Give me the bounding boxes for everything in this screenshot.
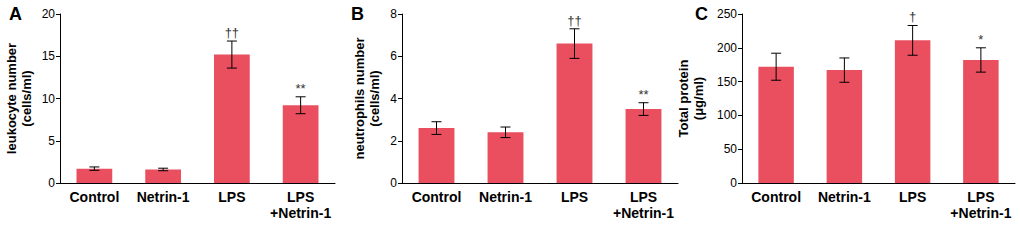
svg-text:**: ** (296, 81, 306, 96)
svg-text:††: †† (225, 25, 239, 40)
svg-text:C: C (695, 4, 708, 24)
svg-text:LPS: LPS (218, 189, 245, 205)
svg-text:50: 50 (724, 142, 738, 156)
svg-text:††: †† (567, 13, 581, 28)
svg-text:*: * (978, 32, 983, 47)
svg-text:(cells/ml): (cells/ml) (367, 70, 382, 126)
svg-text:Control: Control (69, 189, 119, 205)
svg-text:15: 15 (42, 49, 56, 63)
svg-text:Netrin-1: Netrin-1 (818, 189, 871, 205)
svg-text:+Netrin-1: +Netrin-1 (950, 205, 1011, 221)
svg-text:LPS: LPS (630, 189, 657, 205)
svg-text:200: 200 (717, 41, 737, 55)
svg-text:Control: Control (412, 189, 462, 205)
svg-text:Netrin-1: Netrin-1 (479, 189, 532, 205)
svg-text:neutrophils number: neutrophils number (352, 37, 367, 159)
svg-text:2: 2 (390, 134, 397, 148)
svg-text:B: B (351, 4, 364, 24)
svg-text:6: 6 (390, 49, 397, 63)
svg-text:(μg/ml): (μg/ml) (691, 77, 706, 120)
svg-text:LPS: LPS (899, 189, 926, 205)
svg-text:0: 0 (390, 176, 397, 190)
svg-text:250: 250 (717, 7, 737, 21)
svg-text:†: † (909, 9, 916, 24)
svg-text:LPS: LPS (287, 189, 314, 205)
svg-text:0: 0 (48, 176, 55, 190)
svg-text:+Netrin-1: +Netrin-1 (613, 205, 674, 221)
svg-text:0: 0 (730, 176, 737, 190)
svg-text:LPS: LPS (967, 189, 994, 205)
svg-text:A: A (9, 4, 22, 24)
svg-text:+Netrin-1: +Netrin-1 (270, 205, 331, 221)
svg-text:**: ** (638, 87, 648, 102)
svg-text:(cells/ml): (cells/ml) (19, 70, 34, 126)
svg-text:8: 8 (390, 7, 397, 21)
svg-text:leukocyte number: leukocyte number (4, 43, 19, 154)
svg-text:10: 10 (42, 92, 56, 106)
svg-text:Control: Control (751, 189, 801, 205)
svg-text:5: 5 (48, 134, 55, 148)
svg-text:100: 100 (717, 108, 737, 122)
svg-text:4: 4 (390, 92, 397, 106)
svg-text:Total protein: Total protein (676, 60, 691, 138)
svg-text:Netrin-1: Netrin-1 (137, 189, 190, 205)
svg-text:150: 150 (717, 75, 737, 89)
svg-text:20: 20 (42, 7, 56, 21)
svg-text:LPS: LPS (561, 189, 588, 205)
